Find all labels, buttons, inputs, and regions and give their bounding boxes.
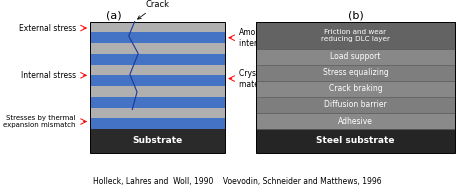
Text: Crack braking: Crack braking xyxy=(328,84,383,93)
Bar xyxy=(90,32,225,43)
Text: Crystalline layer
material zones: Crystalline layer material zones xyxy=(239,68,302,89)
Bar xyxy=(90,75,225,86)
Text: Steel substrate: Steel substrate xyxy=(316,136,395,145)
Bar xyxy=(256,65,455,81)
Bar xyxy=(256,22,455,153)
Bar xyxy=(90,65,225,75)
Text: (a): (a) xyxy=(106,11,121,20)
Bar xyxy=(90,108,225,118)
Bar xyxy=(256,129,455,153)
Bar xyxy=(256,22,455,49)
Bar xyxy=(90,97,225,108)
Bar xyxy=(256,97,455,113)
Text: Crack: Crack xyxy=(137,0,170,19)
Text: Holleck, Lahres and  Woll, 1990    Voevodin, Schneider and Matthews, 1996: Holleck, Lahres and Woll, 1990 Voevodin,… xyxy=(93,177,381,186)
Text: Substrate: Substrate xyxy=(132,136,183,145)
Bar xyxy=(256,113,455,129)
Bar xyxy=(256,81,455,97)
Text: Amorphous
interface zones: Amorphous interface zones xyxy=(239,28,298,48)
Text: Adhesive: Adhesive xyxy=(338,117,373,126)
Bar xyxy=(90,22,225,32)
Bar xyxy=(256,49,455,65)
Text: External stress: External stress xyxy=(18,24,76,33)
Text: Stresses by thermal
expansion mismatch: Stresses by thermal expansion mismatch xyxy=(3,115,76,128)
Bar xyxy=(90,54,225,65)
Text: Internal stress: Internal stress xyxy=(21,71,76,80)
Bar xyxy=(90,43,225,54)
Text: Friction and wear
reducing DLC layer: Friction and wear reducing DLC layer xyxy=(321,29,390,42)
Text: Load support: Load support xyxy=(330,52,381,61)
Bar xyxy=(90,22,225,153)
Bar xyxy=(90,118,225,129)
Bar xyxy=(90,86,225,97)
Text: Diffusion barrier: Diffusion barrier xyxy=(324,101,387,109)
Text: Stress equalizing: Stress equalizing xyxy=(323,68,388,77)
Text: (b): (b) xyxy=(347,11,364,20)
Bar xyxy=(90,129,225,153)
